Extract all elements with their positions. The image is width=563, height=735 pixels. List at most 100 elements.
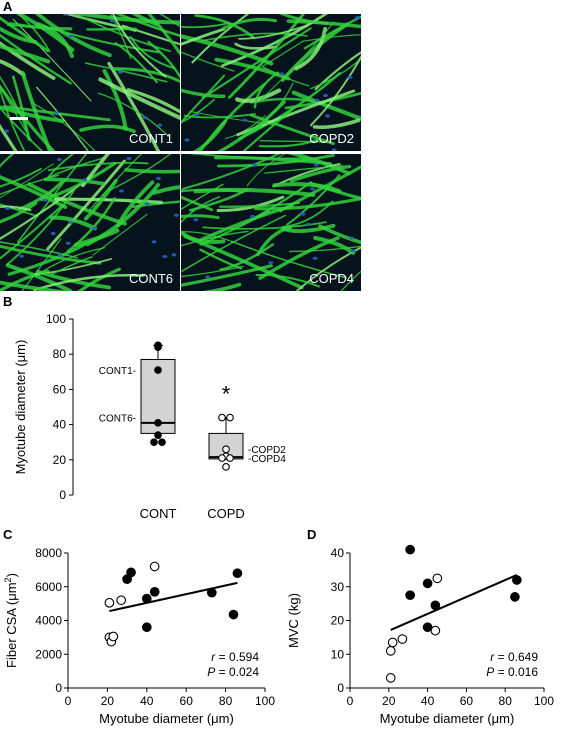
myotube-fiber [181,264,273,287]
myotube-fiber [131,200,180,209]
myotube-fiber [314,51,361,91]
x-tick-label: 40 [421,694,435,708]
myotube-fiber [199,248,243,270]
myotube-fiber [43,177,106,186]
myotube-fiber [0,105,65,123]
myotube-fiber [7,242,87,276]
nucleus [252,163,258,167]
myotube-fiber [116,180,155,227]
nucleus [171,253,177,257]
myotube-fiber [202,282,242,291]
nucleus [312,256,318,260]
myotube-fiber [189,110,275,126]
x-tick-label: 60 [460,694,474,708]
data-point [405,544,415,555]
myotube-fiber [280,22,349,82]
data-point [430,600,441,611]
stat-r: r = 0.649 [490,650,538,664]
x-tick-label: 40 [140,694,154,708]
myotube-fiber [111,14,167,78]
y-axis-label: Fiber CSA (μm2) [3,573,19,668]
myotube-fiber [0,59,26,77]
myotube-fiber [220,14,329,68]
scatter-fiber-csa: 0 2000 4000 6000 8000 0 20 40 60 80 100 Myotube dia… [3,546,275,726]
y-tick-label: 4000 [35,614,62,628]
micrograph-copd4: COPD4 [181,154,361,291]
box-copd [208,413,244,471]
myotube-fiber [258,138,320,148]
myotube-fiber [181,265,244,278]
data-point [385,673,396,683]
myotube-fiber [34,14,112,58]
myotube-fiber [278,14,329,25]
data-point [218,454,226,462]
data-point [149,586,160,597]
myotube-fiber [217,154,335,168]
data-point [154,418,162,427]
myotube-fiber [33,273,146,291]
sample-annotation: CONT1- [99,366,136,377]
myotube-fiber [303,15,361,50]
data-point [141,622,152,633]
scale-bar [10,117,28,120]
myotube-fiber [46,159,126,251]
myotube-fiber [289,245,361,253]
myotube-fiber [214,57,291,81]
data-point [510,592,520,602]
myotube-fiber [249,113,335,146]
y-tick-label: 2000 [35,647,62,661]
myotube-fiber [92,213,148,256]
myotube-fiber [261,40,304,68]
myotube-fiber [181,98,215,124]
data-point [126,567,136,578]
myotube-fiber [46,154,75,179]
myotube-fiber [181,34,274,66]
y-tick-label: 30 [331,580,345,594]
micrograph-fibers [0,154,180,291]
myotube-fiber [40,161,117,202]
myotube-fiber [246,154,286,187]
data-point [226,454,234,462]
nucleus [126,157,132,161]
myotube-fiber [312,118,361,130]
micrograph-label: COPD2 [309,131,354,146]
y-axis-label: MVC (kg) [286,593,301,648]
myotube-fiber [0,203,65,260]
nucleus [91,226,97,230]
myotube-fiber [181,183,224,211]
data-point [222,462,230,471]
stat-p: P = 0.024 [207,665,259,679]
myotube-fiber [181,195,214,212]
myotube-fiber [0,280,71,291]
myotube-fiber [98,77,180,121]
myotube-fiber [181,74,226,124]
myotube-fiber [15,14,75,52]
myotube-fiber [112,67,180,84]
myotube-fiber [152,185,180,195]
myotube-fiber [147,14,180,57]
x-tick-label: 60 [180,694,194,708]
myotube-fiber [310,182,361,201]
myotube-fiber [202,221,327,230]
myotube-fiber [79,124,136,134]
myotube-fiber [301,34,361,43]
box-cont [140,341,176,447]
myotube-fiber [228,14,306,99]
myotube-fiber [75,14,180,25]
nucleus [142,116,148,120]
nucleus [4,206,10,211]
myotube-fiber [194,14,255,39]
myotube-fiber [0,201,38,224]
myotube-fiber [310,57,361,90]
x-tick-label: 0 [65,694,72,708]
nucleus [310,187,316,191]
myotube-fiber [51,256,93,275]
myotube-fiber [181,88,226,98]
data-point [228,609,239,620]
data-point [430,625,441,636]
scatter-mvc: 0 10 20 30 40 0 20 40 60 80 100 Myotube diameter (μ… [286,544,554,726]
nucleus [279,72,285,76]
myotube-fiber [264,165,344,174]
x-axis-label: Myotube diameter (μm) [380,711,515,726]
myotube-fiber [309,55,361,127]
